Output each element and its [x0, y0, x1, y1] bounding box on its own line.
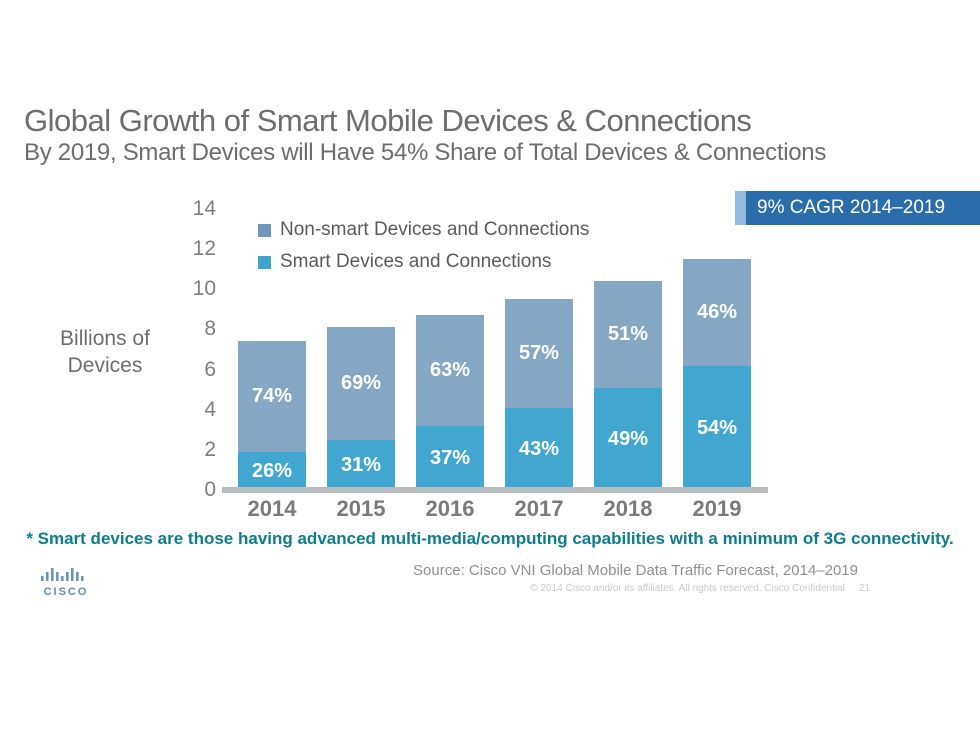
non-smart-share-label: 69% [340, 372, 382, 394]
non-smart-share-label: 57% [518, 342, 560, 364]
year-label: 2016 [425, 496, 475, 521]
year-label: 2014 [247, 496, 297, 521]
copyright-row: © 2014 Cisco and/or its affiliates. All … [530, 583, 870, 594]
legend-swatch [258, 255, 271, 269]
smart-segment: 37% [416, 426, 484, 490]
y-axis-tick-label: 4 [204, 397, 216, 421]
non-smart-segment: 46% [683, 259, 751, 366]
y-axis-tick-label: 10 [192, 277, 216, 301]
y-axis-title: Billions of Devices [40, 325, 170, 379]
non-smart-share-label: 74% [251, 385, 293, 407]
non-smart-share-label: 63% [429, 359, 471, 381]
slide-subtitle: By 2019, Smart Devices will Have 54% Sha… [24, 139, 827, 166]
badge-body: 9% CAGR 2014–2019 [746, 191, 980, 225]
cagr-badge: 9% CAGR 2014–2019 [735, 191, 980, 225]
y-axis-tick-label: 6 [204, 357, 216, 381]
legend-label: Smart Devices and Connections [280, 251, 552, 272]
non-smart-segment: 74% [238, 341, 306, 452]
smart-share-label: 26% [251, 459, 293, 482]
y-axis-title-line2: Devices [67, 354, 143, 377]
smart-share-label: 54% [696, 416, 738, 439]
non-smart-share-label: 46% [696, 301, 738, 323]
legend-item: Smart Devices and Connections [258, 246, 589, 278]
smart-segment: 54% [683, 366, 751, 490]
legend-label: Non-smart Devices and Connections [280, 219, 590, 240]
badge-accent-strip [735, 191, 746, 225]
y-axis-tick-label: 12 [192, 237, 216, 261]
page-number: 21 [858, 583, 870, 594]
smart-segment: 26% [238, 452, 306, 490]
x-axis-baseline [222, 487, 768, 493]
copyright-text: © 2014 Cisco and/or its affiliates. All … [530, 583, 845, 594]
smart-segment: 43% [505, 408, 573, 490]
y-axis-tick-label: 0 [204, 478, 216, 501]
cagr-badge-label: 9% CAGR 2014–2019 [757, 197, 946, 218]
non-smart-segment: 69% [327, 327, 395, 440]
source-line: Source: Cisco VNI Global Mobile Data Tra… [413, 562, 858, 579]
smart-segment: 49% [594, 388, 662, 490]
smart-share-label: 49% [607, 427, 649, 450]
smart-share-label: 43% [518, 437, 560, 460]
cisco-logo: CISCO [38, 568, 94, 598]
y-axis-tick-label: 8 [204, 317, 216, 341]
year-label: 2019 [692, 496, 742, 521]
smart-segment: 31% [327, 440, 395, 490]
cisco-logo-text: CISCO [43, 586, 89, 598]
footnote: * Smart devices are those having advance… [26, 529, 954, 548]
legend-swatch [258, 223, 271, 237]
year-label: 2017 [514, 496, 564, 521]
non-smart-segment: 57% [505, 299, 573, 408]
cisco-bridge-bars-icon [41, 568, 84, 581]
y-axis-title-line1: Billions of [60, 327, 150, 350]
chart-legend: Non-smart Devices and Connections Smart D… [258, 214, 589, 278]
legend-item: Non-smart Devices and Connections [258, 214, 589, 246]
non-smart-share-label: 51% [607, 323, 649, 345]
year-label: 2015 [336, 496, 386, 521]
non-smart-segment: 63% [416, 315, 484, 426]
y-axis-tick-label: 2 [204, 437, 216, 461]
smart-share-label: 31% [340, 453, 382, 476]
smart-share-label: 37% [429, 446, 471, 469]
year-label: 2018 [603, 496, 653, 521]
y-axis-tick-label: 14 [192, 197, 216, 221]
slide-title: Global Growth of Smart Mobile Devices & … [24, 103, 752, 138]
non-smart-segment: 51% [594, 281, 662, 388]
